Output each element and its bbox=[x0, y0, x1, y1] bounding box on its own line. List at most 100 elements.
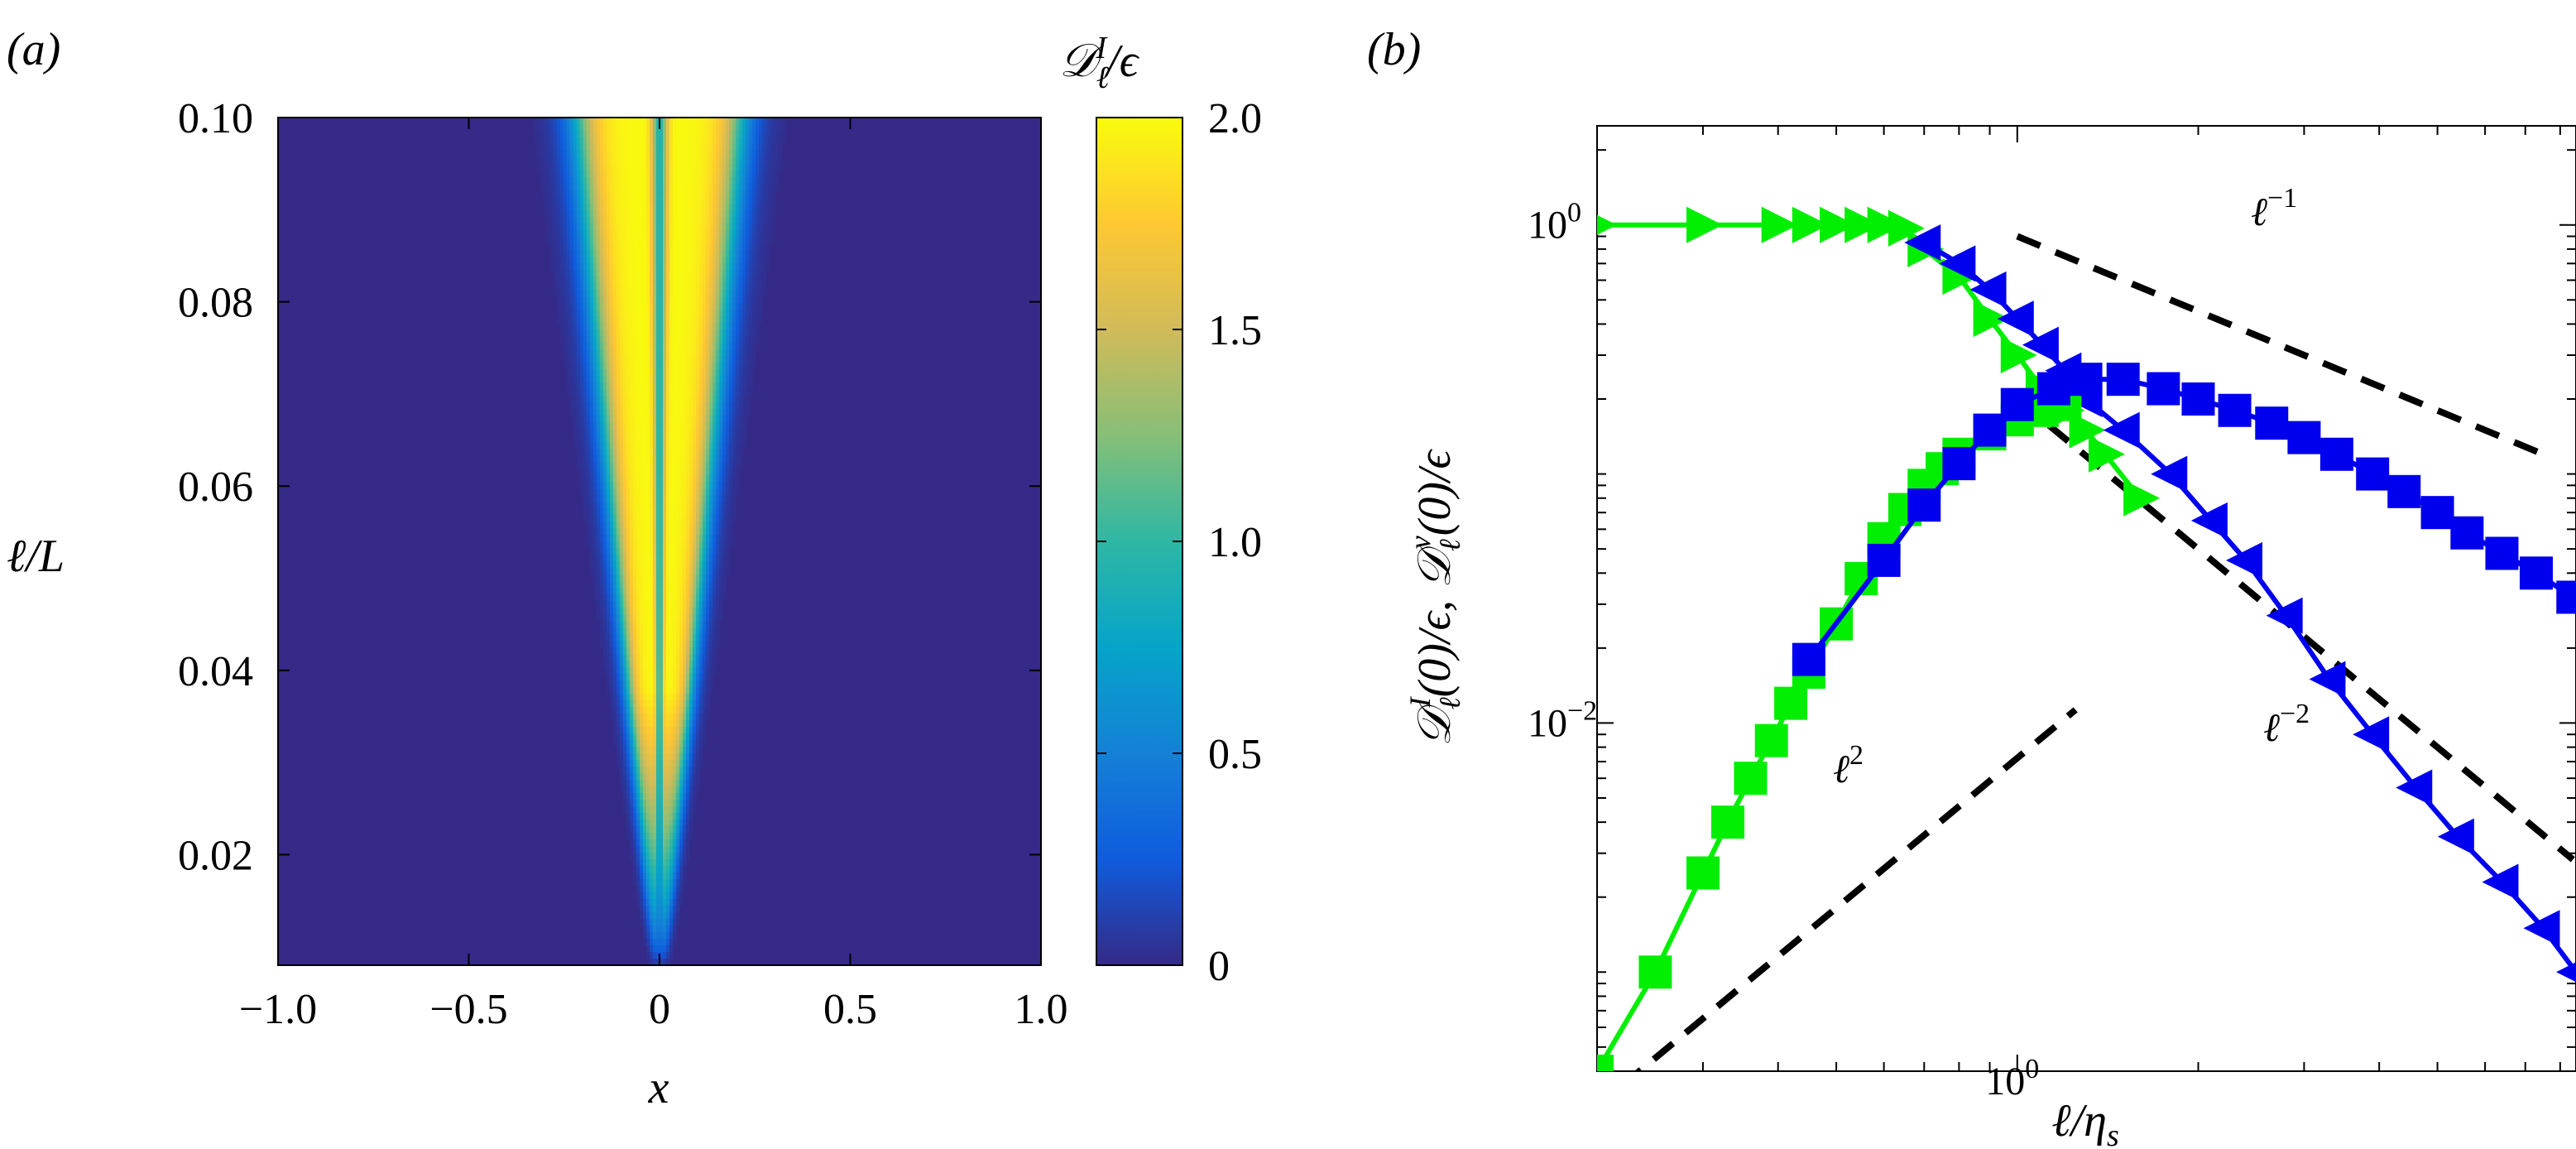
heatmap-cell bbox=[669, 382, 674, 390]
heatmap-cell bbox=[619, 753, 624, 761]
heatmap-cell bbox=[663, 376, 667, 383]
heatmap-cell bbox=[673, 720, 677, 728]
heatmap-cell bbox=[619, 137, 624, 145]
heatmap-cell bbox=[586, 257, 591, 264]
heatmap-cell bbox=[669, 667, 674, 675]
heatmap-cell bbox=[693, 641, 697, 648]
heatmap-cell bbox=[576, 250, 581, 257]
heatmap-cell bbox=[726, 455, 730, 463]
heatmap-cell bbox=[683, 475, 687, 483]
heatmap-cell bbox=[569, 409, 574, 416]
heatmap-cell bbox=[689, 608, 693, 615]
heatmap-cell bbox=[696, 283, 700, 291]
heatmap-cell bbox=[596, 276, 601, 284]
heatmap-cell bbox=[666, 157, 670, 165]
heatmap-cell bbox=[696, 184, 700, 191]
heatmap-cell bbox=[756, 270, 760, 277]
heatmap-cell bbox=[699, 376, 703, 383]
heatmap-cell bbox=[632, 363, 637, 370]
heatmap-cell bbox=[606, 131, 611, 138]
heatmap-cell bbox=[626, 714, 631, 721]
heatmap-cell bbox=[563, 124, 568, 132]
heatmap-cell bbox=[749, 230, 753, 238]
heatmap-cell bbox=[636, 561, 640, 569]
heatmap-cell bbox=[663, 243, 667, 251]
heatmap-cell bbox=[683, 283, 687, 291]
heatmap-cell bbox=[563, 276, 568, 284]
heatmap-cell bbox=[703, 303, 707, 310]
heatmap-cell bbox=[686, 310, 690, 317]
heatmap-cell bbox=[679, 171, 684, 178]
heatmap-cell bbox=[563, 164, 568, 171]
heatmap-cell bbox=[649, 621, 654, 628]
heatmap-cell bbox=[703, 522, 707, 529]
heatmap-cell bbox=[556, 310, 561, 317]
heatmap-cell bbox=[540, 151, 544, 158]
heatmap-cell bbox=[636, 356, 640, 363]
heatmap-cell bbox=[632, 184, 637, 191]
heatmap-cell bbox=[606, 641, 611, 648]
heatmap-cell bbox=[652, 614, 657, 622]
heatmap-cell bbox=[673, 363, 677, 370]
heatmap-cell bbox=[629, 363, 634, 370]
heatmap-cell bbox=[660, 131, 664, 138]
heatmap-cell bbox=[639, 469, 644, 476]
heatmap-cell bbox=[645, 674, 650, 681]
heatmap-cell bbox=[693, 621, 697, 628]
heatmap-cell bbox=[596, 303, 601, 310]
heatmap-cell bbox=[686, 462, 690, 469]
heatmap-cell bbox=[642, 608, 647, 615]
heatmap-cell bbox=[729, 144, 733, 151]
heatmap-cell bbox=[726, 190, 730, 198]
heatmap-cell bbox=[602, 164, 607, 171]
heatmap-cell bbox=[612, 515, 617, 522]
heatmap-cell bbox=[669, 740, 674, 748]
heatmap-cell bbox=[626, 190, 631, 198]
heatmap-cell bbox=[676, 131, 680, 138]
heatmap-cell bbox=[719, 356, 723, 363]
heatmap-cell bbox=[632, 310, 637, 317]
heatmap-cell bbox=[612, 164, 617, 171]
heatmap-cell bbox=[642, 654, 647, 661]
heatmap-cell bbox=[699, 442, 703, 450]
heatmap-cell bbox=[709, 230, 713, 238]
heatmap-cell bbox=[716, 270, 720, 277]
heatmap-cell bbox=[629, 382, 634, 390]
heatmap-cell bbox=[742, 363, 746, 370]
heatmap-cell bbox=[756, 177, 760, 185]
heatmap-cell bbox=[716, 515, 720, 522]
heatmap-cell bbox=[709, 435, 713, 443]
heatmap-cell bbox=[655, 270, 660, 277]
heatmap-cell bbox=[616, 389, 621, 397]
heatmap-cell bbox=[602, 310, 607, 317]
heatmap-cell bbox=[616, 243, 621, 251]
heatmap-cell bbox=[546, 190, 551, 198]
heatmap-cell bbox=[632, 276, 637, 284]
heatmap-cell bbox=[566, 363, 571, 370]
heatmap-cell bbox=[666, 376, 670, 383]
heatmap-cell bbox=[645, 727, 650, 734]
heatmap-cell bbox=[576, 316, 581, 324]
heatmap-cell bbox=[626, 469, 631, 476]
heatmap-cell bbox=[645, 535, 650, 542]
heatmap-cell bbox=[703, 469, 707, 476]
heatmap-cell bbox=[599, 515, 604, 522]
heatmap-cell bbox=[616, 740, 621, 748]
heatmap-cell bbox=[746, 310, 750, 317]
heatmap-cell bbox=[612, 680, 617, 688]
heatmap-cell bbox=[669, 588, 674, 595]
heatmap-cell bbox=[652, 482, 657, 489]
heatmap-cell bbox=[752, 296, 756, 304]
heatmap-cell bbox=[739, 131, 743, 138]
heatmap-cell bbox=[706, 157, 710, 165]
heatmap-cell bbox=[736, 416, 740, 423]
heatmap-cell bbox=[693, 197, 697, 204]
heatmap-cell bbox=[696, 449, 700, 456]
heatmap-cell bbox=[652, 171, 657, 178]
heatmap-cell bbox=[645, 329, 650, 337]
heatmap-cell bbox=[652, 621, 657, 628]
heatmap-cell bbox=[722, 455, 727, 463]
heatmap-cell bbox=[596, 190, 601, 198]
heatmap-cell bbox=[742, 402, 746, 410]
heatmap-cell bbox=[645, 422, 650, 430]
